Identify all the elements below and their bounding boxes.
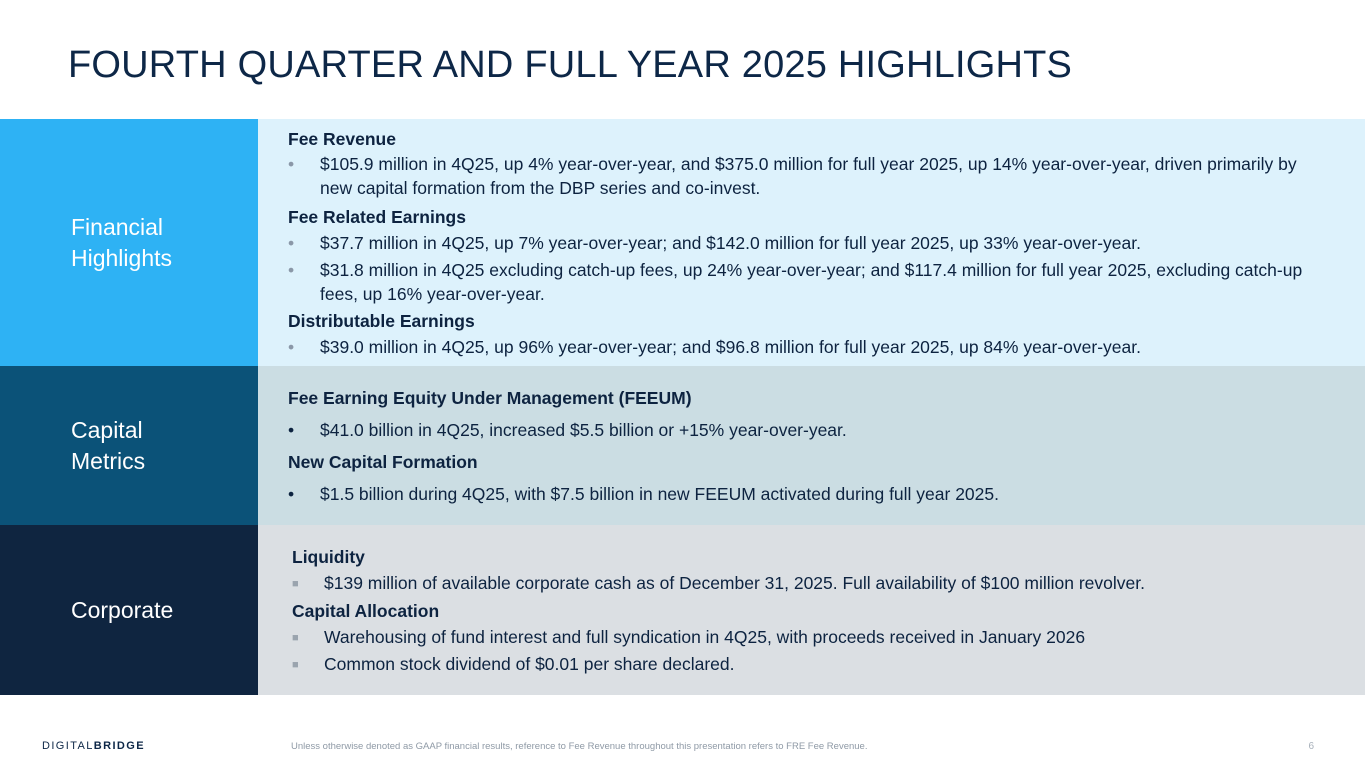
financial-highlights-label: Financial Highlights	[0, 119, 258, 366]
bullet-icon: •	[288, 420, 295, 440]
list-item: ■ $139 million of available corporate ca…	[292, 571, 1325, 595]
page-title: FOURTH QUARTER AND FULL YEAR 2025 HIGHLI…	[68, 44, 1073, 86]
fee-revenue-heading: Fee Revenue	[288, 129, 396, 149]
new-capital-block: New Capital Formation • $1.5 billion dur…	[288, 452, 1325, 506]
page-number: 6	[1308, 741, 1314, 752]
bullet-icon: •	[288, 260, 295, 280]
list-item: • $41.0 billion in 4Q25, increased $5.5 …	[288, 420, 847, 440]
square-bullet-icon: ■	[292, 578, 299, 590]
distributable-earnings-heading: Distributable Earnings	[288, 311, 475, 331]
square-bullet-icon: ■	[292, 659, 299, 671]
list-item: • $39.0 million in 4Q25, up 96% year-ove…	[288, 337, 1141, 357]
list-item: • $105.9 million in 4Q25, up 4% year-ove…	[288, 154, 1297, 198]
capital-metrics-section: Capital Metrics Fee Earning Equity Under…	[0, 366, 1365, 525]
liquidity-heading: Liquidity	[292, 547, 365, 567]
fee-revenue-block: Fee Revenue • $105.9 million in 4Q25, up…	[288, 129, 1325, 200]
feeum-block: Fee Earning Equity Under Management (FEE…	[288, 388, 1325, 442]
corporate-label: Corporate	[0, 525, 258, 695]
feeum-heading: Fee Earning Equity Under Management (FEE…	[288, 388, 692, 408]
square-bullet-icon: ■	[292, 632, 299, 644]
financial-highlights-section: Financial Highlights Fee Revenue • $105.…	[0, 119, 1365, 366]
bullet-icon: •	[288, 484, 295, 504]
list-item: • $37.7 million in 4Q25, up 7% year-over…	[288, 233, 1141, 253]
distributable-earnings-block: Distributable Earnings • $39.0 million i…	[288, 311, 1325, 359]
corporate-section: Corporate Liquidity ■ $139 million of av…	[0, 525, 1365, 695]
footnote: Unless otherwise denoted as GAAP financi…	[291, 741, 868, 752]
corporate-content: Liquidity ■ $139 million of available co…	[258, 525, 1365, 695]
new-capital-heading: New Capital Formation	[288, 452, 478, 472]
bullet-icon: •	[288, 337, 295, 357]
list-item: • $31.8 million in 4Q25 excluding catch-…	[288, 260, 1303, 304]
bullet-icon: •	[288, 233, 295, 253]
list-item: ■ Common stock dividend of $0.01 per sha…	[292, 652, 1325, 676]
list-item: ■ Warehousing of fund interest and full …	[292, 625, 1325, 649]
fee-related-earnings-heading: Fee Related Earnings	[288, 207, 466, 227]
capital-allocation-heading: Capital Allocation	[292, 601, 440, 621]
capital-metrics-label: Capital Metrics	[0, 366, 258, 525]
capital-allocation-block: Capital Allocation ■ Warehousing of fund…	[292, 601, 1325, 676]
financial-highlights-content: Fee Revenue • $105.9 million in 4Q25, up…	[258, 119, 1365, 366]
list-item: • $1.5 billion during 4Q25, with $7.5 bi…	[288, 484, 999, 504]
digitalbridge-logo: DIGITALBRIDGE	[42, 740, 145, 752]
capital-metrics-content: Fee Earning Equity Under Management (FEE…	[258, 366, 1365, 525]
fee-related-earnings-block: Fee Related Earnings • $37.7 million in …	[288, 207, 1325, 306]
bullet-icon: •	[288, 154, 295, 174]
liquidity-block: Liquidity ■ $139 million of available co…	[292, 547, 1325, 595]
